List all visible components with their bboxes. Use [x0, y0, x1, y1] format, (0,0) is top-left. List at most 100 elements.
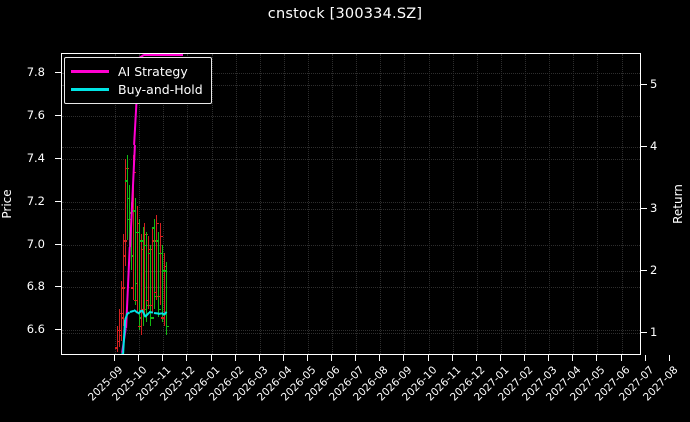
ohlc-bar [119, 308, 121, 348]
x-tick-mark [668, 355, 670, 361]
gridline-vertical [187, 54, 189, 354]
ohlc-bar [150, 244, 152, 326]
ohlc-bar [142, 227, 144, 326]
ohlc-open-tick [144, 244, 147, 246]
ohlc-bar [157, 231, 159, 318]
ohlc-bar [127, 154, 129, 241]
chart-legend[interactable]: AI Strategy Buy-and-Hold [64, 57, 212, 104]
legend-item[interactable]: Buy-and-Hold [71, 80, 203, 98]
gridline-vertical [259, 54, 261, 354]
gridline-horizontal [62, 116, 640, 118]
gridline-horizontal-right [62, 209, 640, 211]
x-tick-mark [114, 355, 116, 361]
y2-tick-mark [641, 332, 647, 334]
gridline-vertical [549, 54, 551, 354]
gridline-vertical [500, 54, 502, 354]
series-segment [163, 311, 168, 316]
y-tick-label: 6.8 [26, 279, 45, 294]
y2-tick-label: 3 [650, 201, 658, 216]
gridline-vertical [211, 54, 213, 354]
ohlc-bar [132, 154, 134, 301]
x-tick-mark [306, 355, 308, 361]
gridline-horizontal [62, 330, 640, 332]
ohlc-open-tick [134, 300, 137, 302]
x-tick-mark [282, 355, 284, 361]
ohlc-bar [154, 218, 156, 309]
gridline-vertical [573, 54, 575, 354]
x-tick-mark [572, 355, 574, 361]
y2-tick-label: 2 [650, 263, 658, 278]
x-tick-mark [186, 355, 188, 361]
x-tick-mark [258, 355, 260, 361]
y-tick-label: 6.6 [26, 322, 45, 337]
x-tick-mark [451, 355, 453, 361]
ohlc-bar [140, 233, 142, 335]
ohlc-bar [134, 197, 136, 305]
series-segment [168, 54, 183, 56]
ohlc-open-tick [118, 334, 122, 336]
gridline-horizontal [62, 73, 640, 75]
ohlc-open-tick [122, 255, 126, 257]
gridline-vertical [332, 54, 334, 354]
x-tick-mark [234, 355, 236, 361]
x-tick-mark [331, 355, 333, 361]
ohlc-open-tick [132, 210, 135, 212]
ohlc-close-tick [133, 171, 137, 173]
legend-label: AI Strategy [118, 63, 188, 79]
gridline-vertical [307, 54, 309, 354]
gridline-vertical [139, 54, 141, 354]
y-tick-label: 7.2 [26, 193, 45, 208]
x-tick-mark [162, 355, 164, 361]
ohlc-open-tick [138, 326, 141, 328]
ohlc-bar [165, 261, 167, 335]
x-tick-mark [138, 355, 140, 361]
legend-swatch-line-icon [71, 69, 109, 73]
ohlc-open-tick [153, 291, 157, 293]
ohlc-bar [136, 206, 138, 314]
ohlc-open-tick [155, 240, 158, 242]
ohlc-open-tick [130, 287, 133, 289]
gridline-horizontal-right [62, 333, 640, 335]
legend-item[interactable]: AI Strategy [71, 62, 203, 80]
y2-tick-mark [641, 208, 647, 210]
gridline-horizontal [62, 244, 640, 246]
ohlc-close-tick [151, 317, 154, 319]
ohlc-bar [130, 201, 132, 271]
y2-tick-mark [641, 84, 647, 85]
y-tick-mark [55, 72, 61, 74]
gridline-horizontal-right [62, 147, 640, 149]
y2-tick-label: 4 [650, 139, 658, 154]
legend-swatch-line-icon [71, 87, 109, 91]
ohlc-open-tick [136, 231, 139, 233]
gridline-vertical [163, 54, 165, 354]
gridline-vertical [283, 54, 285, 354]
ohlc-bar [163, 253, 165, 326]
y-tick-mark [55, 329, 61, 331]
y-tick-mark [55, 115, 61, 117]
ohlc-open-tick [149, 304, 153, 306]
y-tick-label: 7.4 [26, 150, 45, 165]
gridline-vertical [476, 54, 478, 354]
ohlc-bar [146, 231, 148, 322]
ohlc-open-tick [145, 300, 149, 302]
series-segment [121, 320, 126, 354]
y-tick-mark [55, 286, 61, 288]
chart-title: cnstock [300334.SZ] [267, 6, 423, 22]
ohlc-open-tick [159, 253, 162, 255]
gridline-horizontal [62, 287, 640, 289]
gridline-horizontal [62, 158, 640, 160]
y-axis-label-price: Price [0, 189, 14, 219]
x-tick-mark [499, 355, 501, 361]
y-tick-label: 7.0 [26, 236, 45, 251]
gridline-vertical [380, 54, 382, 354]
ohlc-bar [152, 227, 154, 314]
legend-label: Buy-and-Hold [118, 81, 203, 97]
y-tick-mark [55, 243, 61, 245]
x-tick-mark [620, 355, 622, 361]
ohlc-open-tick [115, 347, 118, 349]
x-tick-mark [427, 355, 429, 361]
gridline-horizontal [62, 201, 640, 203]
gridline-horizontal-right [62, 85, 640, 86]
y2-tick-mark [641, 146, 647, 148]
